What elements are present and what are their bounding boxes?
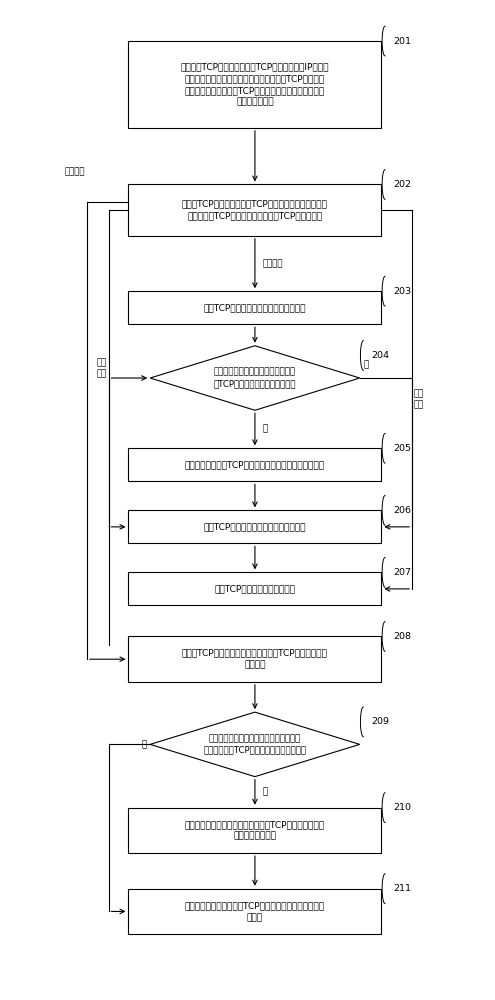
Bar — [129, 636, 382, 682]
Text: 将该TCP报文加入该方向的顺序报文链表: 将该TCP报文加入该方向的顺序报文链表 — [203, 522, 306, 531]
Bar — [129, 41, 382, 128]
Text: 将该TCP报文加入该方向的乱序报文链表: 将该TCP报文加入该方向的乱序报文链表 — [203, 303, 306, 312]
Text: 该方向的乱序报文链表中是否存在与
该TCP报文的序号匹配的链表节点: 该方向的乱序报文链表中是否存在与 该TCP报文的序号匹配的链表节点 — [214, 368, 296, 388]
Bar — [129, 184, 382, 236]
Text: 209: 209 — [371, 717, 389, 726]
Bar — [129, 889, 382, 934]
Text: 当接收到TCP报文时，根据该TCP报文中包括的IP地址和
端口查询对应的会话表项；该会话表项包括TCP请求和应
答两个方向按序接收到TCP报文的序号、顺序报文链: 当接收到TCP报文时，根据该TCP报文中包括的IP地址和 端口查询对应的会话表项… — [181, 62, 329, 107]
Text: 201: 201 — [393, 37, 411, 46]
Text: 206: 206 — [393, 506, 411, 515]
Text: 将该链表节点和该TCP报文加入到该方向的顺序报文链表: 将该链表节点和该TCP报文加入到该方向的顺序报文链表 — [185, 460, 325, 469]
Text: 根据该TCP报文的方向、该TCP报文的序号以及该方向按
序接收到的TCP报文的序号，确定该TCP报文的类别: 根据该TCP报文的方向、该TCP报文的序号以及该方向按 序接收到的TCP报文的序… — [182, 200, 328, 221]
Bar — [129, 448, 382, 481]
Text: 该方向的乱序报文链表中是否存在与去除
重叠部分后的TCP报文序号匹配的链表节点: 该方向的乱序报文链表中是否存在与去除 重叠部分后的TCP报文序号匹配的链表节点 — [203, 734, 306, 755]
Text: 204: 204 — [371, 351, 389, 360]
Text: 将该TCP报文标记为不需要处理: 将该TCP报文标记为不需要处理 — [214, 584, 296, 593]
Text: 208: 208 — [393, 632, 411, 641]
Text: 顺序
报文: 顺序 报文 — [97, 359, 107, 378]
Text: 207: 207 — [393, 568, 411, 577]
Bar — [129, 510, 382, 543]
Bar — [129, 572, 382, 605]
Bar — [129, 291, 382, 324]
Polygon shape — [150, 712, 360, 777]
Text: 重叠报文: 重叠报文 — [64, 167, 85, 176]
Text: 乱序报文: 乱序报文 — [262, 259, 283, 268]
Text: 去除该TCP报文与该方向按序接收到的TCP报文的序号的
重叠部分: 去除该TCP报文与该方向按序接收到的TCP报文的序号的 重叠部分 — [182, 649, 328, 670]
Text: 210: 210 — [393, 803, 411, 812]
Text: 将该去除重叠部分后的该TCP报文加入到该方向的顺序报
文链表: 将该去除重叠部分后的该TCP报文加入到该方向的顺序报 文链表 — [185, 901, 325, 922]
Bar — [129, 808, 382, 853]
Text: 205: 205 — [393, 444, 411, 453]
Text: 是: 是 — [262, 425, 267, 434]
Text: 202: 202 — [393, 180, 411, 189]
Text: 重传
报文: 重传 报文 — [414, 390, 424, 409]
Text: 211: 211 — [393, 884, 411, 893]
Text: 否: 否 — [363, 361, 368, 370]
Polygon shape — [150, 346, 360, 410]
Text: 将该链表节点和该去除重叠部分后的TCP报文加入到该方
向的顺序报文链表: 将该链表节点和该去除重叠部分后的TCP报文加入到该方 向的顺序报文链表 — [185, 820, 325, 841]
Text: 否: 否 — [142, 740, 147, 749]
Text: 是: 是 — [262, 788, 267, 797]
Text: 203: 203 — [393, 287, 411, 296]
